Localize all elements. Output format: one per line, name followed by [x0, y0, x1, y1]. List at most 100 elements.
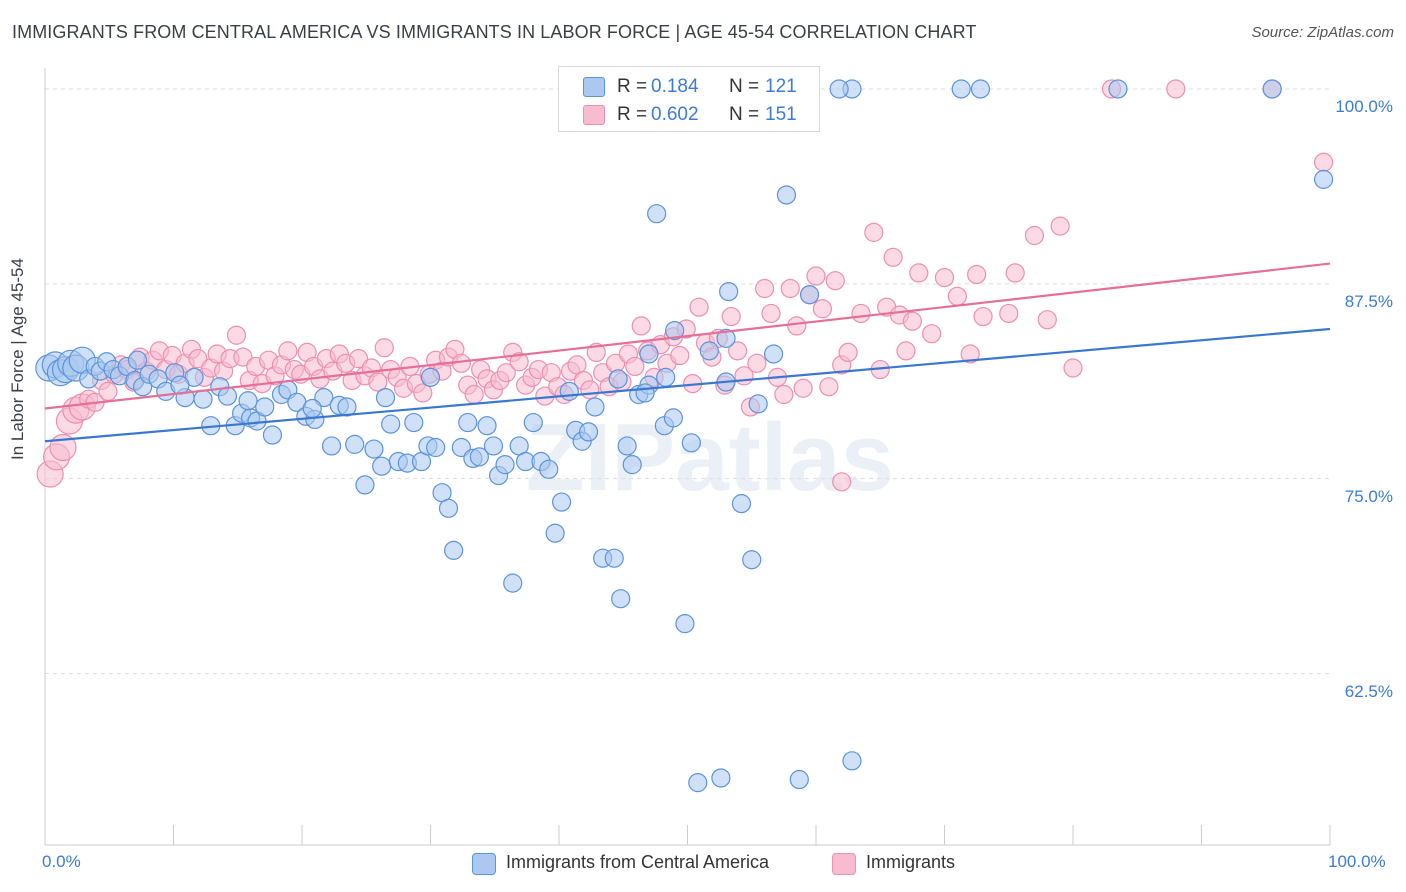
scatter-point: [226, 325, 247, 345]
scatter-point: [608, 369, 628, 389]
scatter-point: [689, 297, 709, 317]
scatter-point: [842, 751, 862, 771]
scatter-point: [188, 349, 208, 369]
scatter-point: [742, 550, 762, 570]
scatter-point: [170, 375, 190, 395]
scatter-point: [98, 381, 118, 401]
pink-swatch-icon: [583, 105, 605, 125]
trend-line-central-america: [44, 327, 1331, 443]
scatter-point: [404, 412, 424, 433]
scatter-point: [825, 271, 845, 291]
chart-title: IMMIGRANTS FROM CENTRAL AMERICA VS IMMIG…: [12, 22, 977, 42]
scatter-point: [960, 344, 980, 364]
scatter-point: [345, 434, 365, 454]
scatter-point: [611, 589, 631, 609]
scatter-point: [947, 286, 967, 306]
series-central-america-points: [35, 79, 1334, 793]
scatter-point: [1166, 79, 1186, 99]
scatter-point: [238, 391, 258, 411]
scatter-point: [699, 341, 719, 361]
scatter-point: [495, 455, 515, 475]
scatter-point: [635, 383, 655, 403]
scatter-point: [604, 548, 624, 568]
n-value-blue: 121: [765, 76, 797, 97]
scatter-point: [864, 222, 884, 242]
scatter-point: [1050, 216, 1070, 236]
scatter-point: [896, 341, 916, 361]
scatter-point: [970, 79, 991, 99]
scatter-point: [368, 372, 388, 392]
n-label: N =: [729, 76, 760, 97]
legend-label: Immigrants: [866, 852, 956, 872]
scatter-point: [1313, 169, 1334, 189]
scatter-point: [348, 349, 369, 369]
scatter-point: [1108, 79, 1128, 99]
scatter-point: [255, 397, 275, 417]
scatter-point: [973, 306, 993, 327]
scatter-point: [483, 436, 504, 456]
scatter-point: [355, 475, 375, 495]
legend-label: Immigrants from Central America: [506, 852, 770, 872]
scatter-point: [496, 363, 516, 383]
scatter-point: [127, 350, 148, 370]
scatter-point: [934, 267, 955, 288]
scatter-point: [819, 377, 839, 397]
scatter-point: [681, 433, 701, 453]
scatter-point: [829, 79, 849, 99]
scatter-point: [321, 436, 342, 456]
scatter-point: [688, 773, 708, 793]
scatter-point: [364, 439, 384, 459]
scatter-point: [420, 367, 441, 387]
trend-line-immigrants: [44, 262, 1331, 410]
scatter-point: [622, 455, 642, 475]
x-tick-label-min: 0.0%: [42, 852, 81, 871]
scatter-point: [647, 204, 667, 224]
scatter-point: [302, 398, 322, 419]
scatter-point: [909, 263, 929, 283]
scatter-point: [551, 492, 572, 512]
scatter-point: [789, 769, 809, 790]
scatter-point: [902, 311, 922, 331]
scatter-point: [1262, 79, 1282, 99]
scatter-point: [716, 328, 736, 348]
scatter-point: [413, 383, 433, 403]
scatter-point: [374, 338, 394, 358]
scatter-point: [1005, 263, 1025, 283]
scatter-point: [793, 378, 813, 398]
scatter-point: [967, 264, 987, 285]
r-value-blue: 0.184: [651, 76, 699, 97]
scatter-point: [580, 380, 600, 400]
scatter-point: [381, 414, 401, 434]
y-tick-label: 75.0%: [1344, 486, 1393, 506]
scatter-point: [639, 344, 659, 364]
scatter-point: [375, 388, 396, 408]
scatter-point: [233, 347, 253, 367]
scatter-point: [458, 412, 478, 433]
scatter-point: [656, 367, 676, 387]
scatter-point: [761, 303, 781, 324]
scatter-point: [719, 282, 739, 302]
scatter-point: [675, 614, 695, 634]
r-value-pink: 0.602: [651, 104, 699, 125]
scatter-point: [1063, 358, 1083, 378]
scatter-point: [539, 459, 559, 479]
stats-row-blue: R = 0.184 N = 121: [559, 73, 819, 101]
scatter-point: [799, 285, 820, 305]
scatter-point: [787, 316, 807, 336]
r-label: R =: [617, 104, 648, 125]
scatter-point: [631, 316, 651, 336]
blue-swatch-icon: [472, 853, 496, 875]
scatter-point: [477, 416, 497, 436]
y-tick-label: 87.5%: [1344, 291, 1393, 311]
scatter-point: [748, 394, 768, 414]
scatter-point: [838, 342, 858, 363]
scatter-point: [670, 345, 690, 366]
n-label: N =: [729, 104, 760, 125]
scatter-point: [509, 352, 529, 372]
scatter-point: [444, 540, 464, 560]
scatter-point: [545, 523, 565, 543]
scatter-point: [262, 425, 283, 445]
x-tick-label-max: 100.0%: [1328, 852, 1386, 871]
scatter-point: [776, 185, 797, 205]
